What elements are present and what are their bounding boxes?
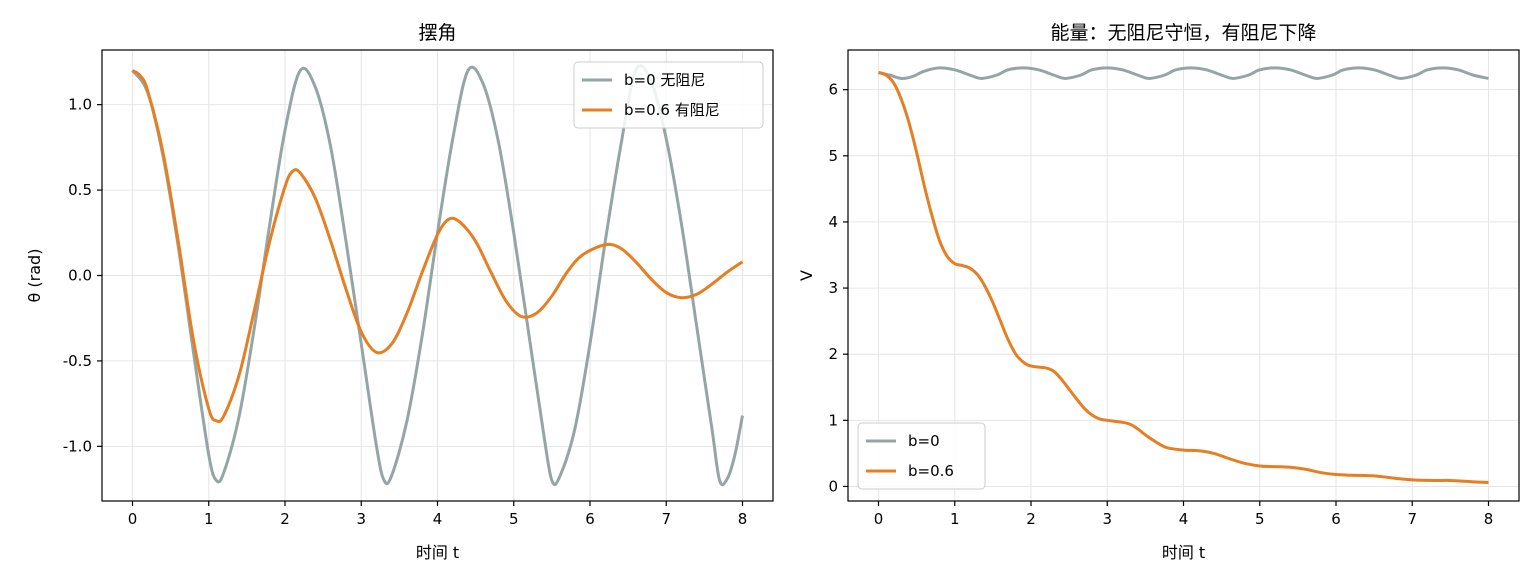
y-tick-label: 5 xyxy=(828,147,838,165)
y-tick-label: 1 xyxy=(828,411,838,429)
x-tick-label: 7 xyxy=(1407,510,1417,528)
x-tick-label: 0 xyxy=(128,510,138,528)
y-tick-label: 0 xyxy=(828,477,838,495)
x-tick-label: 5 xyxy=(509,510,519,528)
x-tick-label: 8 xyxy=(1484,510,1494,528)
x-axis-label: 时间 t xyxy=(1162,543,1205,562)
x-axis-label: 时间 t xyxy=(416,543,459,562)
y-axis-label: θ (rad) xyxy=(25,249,44,303)
legend: b=0 b=0.6 xyxy=(857,422,986,490)
x-tick-label: 3 xyxy=(356,510,366,528)
y-tick-label: 0.0 xyxy=(68,267,92,285)
legend-label: b=0 xyxy=(908,432,940,450)
x-tick-label: 3 xyxy=(1102,510,1112,528)
legend-box xyxy=(573,61,764,129)
x-tick-label: 6 xyxy=(1331,510,1341,528)
x-tick-label: 2 xyxy=(280,510,290,528)
chart-title: 摆角 xyxy=(418,22,456,44)
legend-label: b=0.6 xyxy=(908,462,954,480)
legend: b=0 无阻尼 b=0.6 有阻尼 xyxy=(573,61,764,129)
y-tick-label: 0.5 xyxy=(68,181,92,199)
series-line-undamped xyxy=(878,66,1489,80)
x-tick-label: 4 xyxy=(433,510,443,528)
x-tick-label: 2 xyxy=(1026,510,1036,528)
y-tick-label: 6 xyxy=(828,81,838,99)
y-tick-label: 3 xyxy=(828,279,838,297)
x-tick-label: 1 xyxy=(950,510,960,528)
series-line-damped xyxy=(131,69,744,424)
chart-title: 能量：无阻尼守恒，有阻尼下降 xyxy=(1050,22,1316,44)
x-tick-label: 8 xyxy=(738,510,748,528)
y-tick-label: 2 xyxy=(828,345,838,363)
y-tick-label: 1.0 xyxy=(68,96,92,114)
x-tick-label: 4 xyxy=(1179,510,1189,528)
x-tick-label: 5 xyxy=(1255,510,1265,528)
x-tick-label: 6 xyxy=(585,510,595,528)
series-line-damped xyxy=(878,71,1489,484)
legend-label: b=0.6 有阻尼 xyxy=(624,101,720,119)
y-tick-label: -1.0 xyxy=(63,437,92,455)
y-tick-label: 4 xyxy=(828,213,838,231)
x-tick-label: 1 xyxy=(204,510,214,528)
legend-label: b=0 无阻尼 xyxy=(624,71,705,89)
y-axis-label: V xyxy=(797,270,816,281)
x-tick-label: 7 xyxy=(661,510,671,528)
y-tick-label: -0.5 xyxy=(63,352,92,370)
x-tick-label: 0 xyxy=(874,510,884,528)
